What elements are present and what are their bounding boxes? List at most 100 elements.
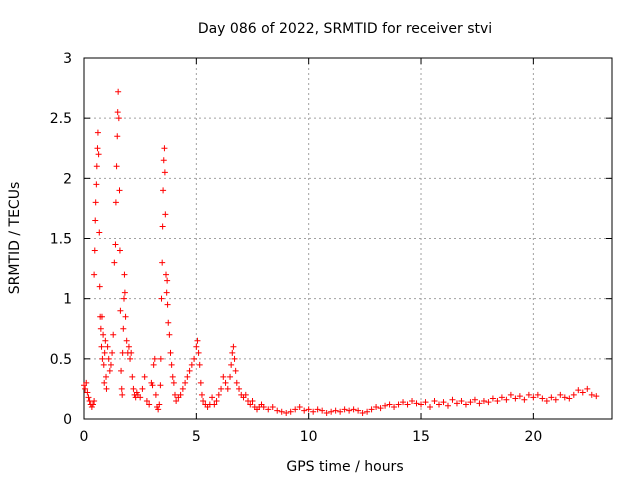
data-point — [274, 407, 281, 414]
data-point — [114, 109, 121, 116]
data-point — [222, 379, 229, 386]
data-point — [182, 379, 189, 386]
x-axis-label: GPS time / hours — [286, 459, 403, 475]
data-point — [422, 399, 429, 406]
data-point — [236, 385, 243, 392]
data-point — [355, 407, 362, 414]
data-point — [543, 397, 550, 404]
data-point — [152, 391, 159, 398]
data-point — [328, 408, 335, 415]
data-point — [116, 247, 123, 254]
data-point — [265, 406, 272, 413]
data-point — [149, 382, 156, 389]
data-point — [101, 379, 108, 386]
data-point — [292, 406, 299, 413]
data-point — [98, 343, 105, 350]
data-point — [193, 343, 200, 350]
x-tick-label: 10 — [300, 429, 318, 445]
data-point — [593, 393, 600, 400]
data-point — [103, 385, 110, 392]
data-point — [168, 361, 175, 368]
data-point — [332, 407, 339, 414]
y-tick-label: 1 — [63, 292, 72, 308]
data-point — [119, 349, 126, 356]
data-point — [503, 396, 510, 403]
data-point — [296, 403, 303, 410]
data-point — [494, 397, 501, 404]
data-point — [249, 397, 256, 404]
data-point — [301, 407, 308, 414]
data-point — [102, 337, 109, 344]
data-point — [116, 187, 123, 194]
data-point — [173, 397, 180, 404]
x-tick-label: 5 — [192, 429, 201, 445]
data-point — [130, 385, 137, 392]
data-point — [269, 403, 276, 410]
grid — [84, 58, 612, 419]
data-point — [94, 129, 101, 136]
data-point — [159, 223, 166, 230]
data-point — [120, 295, 127, 302]
data-point — [220, 373, 227, 380]
data-point — [115, 88, 122, 95]
data-point — [107, 361, 114, 368]
data-point — [418, 401, 425, 408]
data-point — [129, 373, 136, 380]
data-point — [127, 355, 134, 362]
data-point — [123, 337, 130, 344]
data-point — [104, 343, 111, 350]
data-point — [165, 319, 172, 326]
data-point — [341, 406, 348, 413]
y-tick-label: 2 — [63, 171, 72, 187]
y-tick-label: 1.5 — [50, 232, 72, 248]
data-point — [161, 145, 168, 152]
data-point — [305, 406, 312, 413]
data-point — [110, 331, 117, 338]
data-point — [230, 343, 237, 350]
data-point — [557, 391, 564, 398]
data-point — [125, 343, 132, 350]
data-point — [170, 379, 177, 386]
data-point — [163, 289, 170, 296]
data-point — [530, 394, 537, 401]
data-point — [158, 295, 165, 302]
data-point — [128, 349, 135, 356]
data-point — [480, 397, 487, 404]
data-point — [160, 187, 167, 194]
data-point — [453, 400, 460, 407]
data-point — [534, 391, 541, 398]
data-point — [215, 391, 222, 398]
data-point — [117, 307, 124, 314]
data-point — [85, 394, 92, 401]
data-point — [391, 403, 398, 410]
x-tick-label: 15 — [412, 429, 430, 445]
data-point — [346, 407, 353, 414]
data-point — [512, 395, 519, 402]
data-point — [98, 313, 105, 320]
data-point — [156, 401, 163, 408]
data-point — [91, 271, 98, 278]
data-point — [314, 406, 321, 413]
data-point — [260, 403, 267, 410]
data-point — [242, 391, 249, 398]
data-point — [283, 409, 290, 416]
data-point — [92, 217, 99, 224]
data-point — [409, 397, 416, 404]
data-point — [186, 367, 193, 374]
data-point — [588, 391, 595, 398]
data-point — [516, 393, 523, 400]
data-point — [120, 325, 127, 332]
data-point — [106, 367, 113, 374]
data-point — [211, 401, 218, 408]
data-point — [169, 373, 176, 380]
data-point — [151, 355, 158, 362]
y-tick-label: 0.5 — [50, 352, 72, 368]
data-point — [113, 163, 120, 170]
data-point — [247, 401, 254, 408]
data-point — [159, 259, 166, 266]
data-point — [539, 395, 546, 402]
data-point — [121, 289, 128, 296]
data-point — [160, 157, 167, 164]
data-point — [373, 403, 380, 410]
